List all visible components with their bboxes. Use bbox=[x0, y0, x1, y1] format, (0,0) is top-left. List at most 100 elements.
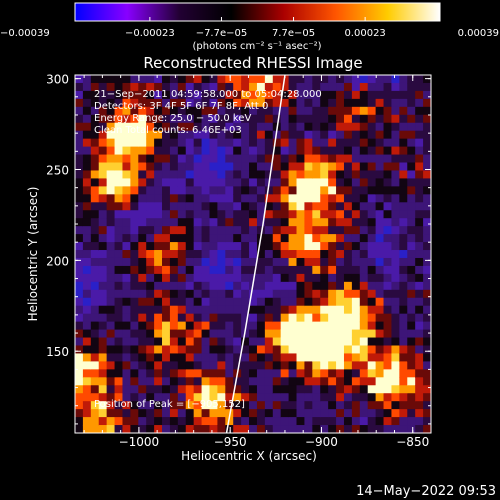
heatmap-cell bbox=[185, 218, 195, 227]
heatmap-cell bbox=[320, 337, 329, 347]
heatmap-cell bbox=[154, 321, 163, 331]
heatmap-cell bbox=[169, 178, 179, 187]
heatmap-cell bbox=[130, 265, 139, 275]
heatmap-cell bbox=[367, 385, 377, 394]
heatmap-cell bbox=[343, 194, 353, 203]
heatmap-cell bbox=[423, 186, 431, 195]
heatmap-cell bbox=[209, 82, 218, 92]
heatmap-cell bbox=[217, 242, 226, 251]
heatmap-cell bbox=[375, 297, 385, 307]
heatmap-cell bbox=[233, 257, 242, 267]
heatmap-cell bbox=[154, 98, 163, 108]
heatmap-cell bbox=[272, 409, 282, 418]
heatmap-cell bbox=[272, 234, 282, 243]
heatmap-cell bbox=[423, 226, 431, 235]
heatmap-cell bbox=[225, 289, 234, 299]
heatmap-cell bbox=[336, 417, 345, 426]
heatmap-cell bbox=[233, 138, 242, 148]
heatmap-cell bbox=[256, 146, 266, 156]
heatmap-cell bbox=[82, 425, 92, 433]
heatmap-cell bbox=[312, 170, 321, 180]
heatmap-cell bbox=[423, 409, 431, 418]
heatmap-cell bbox=[106, 353, 116, 362]
heatmap-cell bbox=[280, 353, 290, 362]
heatmap-cell bbox=[359, 369, 369, 378]
heatmap-cell bbox=[304, 289, 313, 299]
heatmap-cell bbox=[351, 170, 361, 180]
heatmap-cell bbox=[185, 210, 195, 219]
heatmap-cell bbox=[82, 122, 92, 132]
heatmap-cell bbox=[256, 210, 266, 219]
heatmap-cell bbox=[106, 154, 116, 164]
heatmap-cell bbox=[122, 305, 131, 315]
heatmap-cell bbox=[312, 281, 321, 291]
heatmap-cell bbox=[304, 321, 313, 331]
heatmap-cell bbox=[217, 361, 226, 370]
heatmap-cell bbox=[217, 202, 226, 211]
heatmap-cell bbox=[272, 425, 282, 433]
heatmap-cell bbox=[336, 130, 345, 140]
heatmap-cell bbox=[336, 114, 345, 124]
heatmap-cell bbox=[296, 106, 306, 116]
heatmap-cell bbox=[343, 114, 353, 124]
heatmap-cell bbox=[241, 210, 250, 219]
heatmap-cell bbox=[130, 186, 139, 195]
heatmap-cell bbox=[177, 393, 187, 402]
heatmap-cell bbox=[272, 337, 282, 347]
heatmap-cell bbox=[256, 170, 266, 180]
heatmap-cell bbox=[122, 226, 131, 235]
heatmap-cell bbox=[185, 425, 195, 433]
heatmap-cell bbox=[209, 170, 218, 180]
heatmap-cell bbox=[272, 385, 282, 394]
heatmap-cell bbox=[264, 289, 274, 299]
heatmap-cell bbox=[304, 329, 313, 339]
heatmap-cell bbox=[233, 242, 242, 251]
heatmap-cell bbox=[154, 329, 163, 339]
heatmap-cell bbox=[359, 250, 369, 259]
heatmap-cell bbox=[320, 170, 329, 180]
heatmap-cell bbox=[264, 337, 274, 347]
heatmap-cell bbox=[130, 218, 139, 227]
heatmap-cell bbox=[209, 250, 218, 259]
heatmap-cell bbox=[328, 146, 337, 156]
heatmap-cell bbox=[193, 114, 203, 124]
heatmap-cell bbox=[256, 138, 266, 148]
heatmap-cell bbox=[343, 162, 353, 172]
heatmap-cell bbox=[201, 106, 211, 116]
heatmap-cell bbox=[296, 401, 306, 410]
heatmap-cell bbox=[391, 257, 400, 267]
heatmap-cell bbox=[249, 337, 258, 347]
heatmap-cell bbox=[225, 170, 234, 180]
heatmap-cell bbox=[98, 337, 108, 347]
heatmap-cell bbox=[162, 321, 171, 331]
heatmap-cell bbox=[82, 361, 92, 370]
heatmap-cell bbox=[320, 130, 329, 140]
heatmap-cell bbox=[82, 273, 92, 283]
heatmap-cell bbox=[320, 218, 329, 227]
heatmap-cell bbox=[288, 218, 298, 227]
heatmap-cell bbox=[288, 122, 298, 132]
heatmap-cell bbox=[264, 154, 274, 164]
heatmap-cell bbox=[225, 377, 234, 386]
heatmap-cell bbox=[304, 202, 313, 211]
heatmap-cell bbox=[146, 98, 155, 108]
heatmap-cell bbox=[185, 265, 195, 275]
heatmap-cell bbox=[423, 250, 431, 259]
heatmap-cell bbox=[336, 218, 345, 227]
heatmap-cell bbox=[399, 218, 408, 227]
heatmap-cell bbox=[185, 194, 195, 203]
heatmap-cell bbox=[264, 242, 274, 251]
heatmap-cell bbox=[272, 281, 282, 291]
heatmap-cell bbox=[90, 146, 100, 156]
heatmap-cell bbox=[359, 361, 369, 370]
heatmap-cell bbox=[130, 154, 139, 164]
heatmap-cell bbox=[320, 122, 329, 132]
heatmap-cell bbox=[359, 313, 369, 323]
heatmap-cell bbox=[193, 130, 203, 140]
heatmap-cell bbox=[225, 313, 234, 323]
heatmap-cell bbox=[320, 345, 329, 355]
heatmap-cell bbox=[82, 281, 92, 291]
heatmap-cell bbox=[233, 130, 242, 140]
heatmap-cell bbox=[415, 337, 424, 347]
heatmap-cell bbox=[383, 265, 393, 275]
